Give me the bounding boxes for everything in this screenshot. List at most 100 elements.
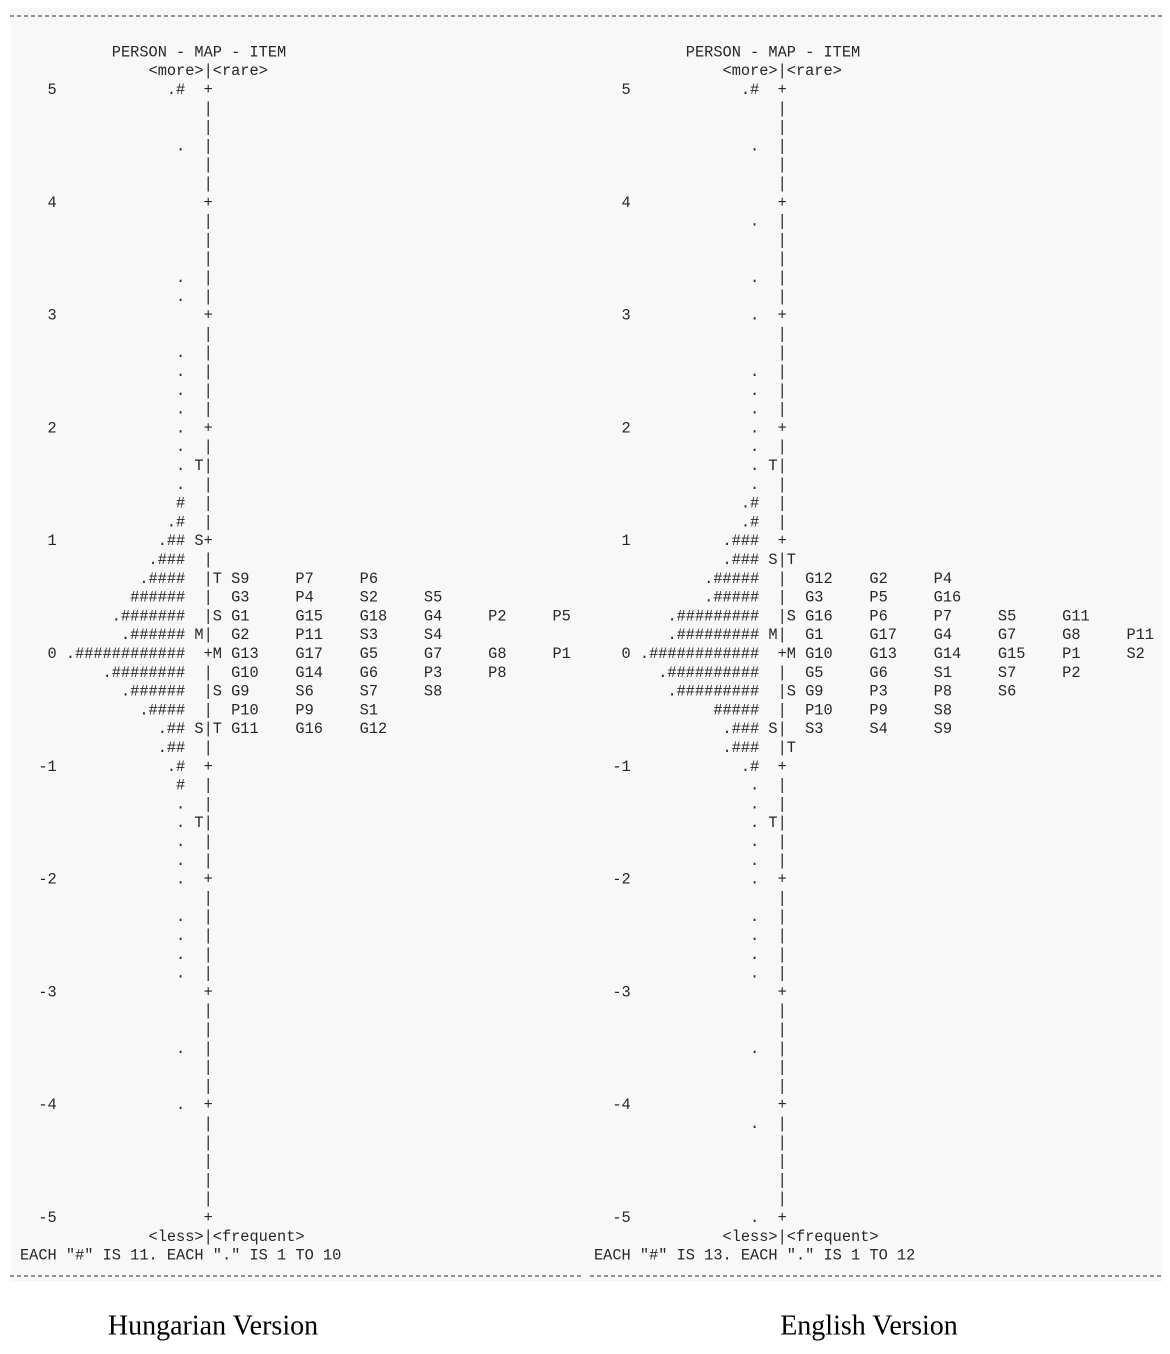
item-label: S8 xyxy=(934,701,952,719)
axis-char: | xyxy=(204,288,213,306)
axis-char: | xyxy=(204,795,213,813)
person-bar: . xyxy=(750,401,759,419)
item-label: G13 xyxy=(231,645,259,663)
scale-label: -1 xyxy=(612,758,630,776)
axis-char: | xyxy=(204,927,213,945)
axis-char: | xyxy=(204,607,213,625)
person-bar: . xyxy=(176,419,185,437)
item-label: P1 xyxy=(552,645,570,663)
item-label: S9 xyxy=(231,570,249,588)
person-bar: . xyxy=(176,833,185,851)
person-bar: .######## xyxy=(103,664,186,682)
scale-label: 0 xyxy=(622,645,631,663)
item-label: G12 xyxy=(360,720,388,738)
axis-char: | xyxy=(778,1077,787,1095)
person-bar: .### xyxy=(723,739,760,757)
item-label: G10 xyxy=(805,645,833,663)
axis-char: | xyxy=(204,457,213,475)
person-bar: .# xyxy=(167,758,185,776)
person-bar: .####### xyxy=(112,607,185,625)
person-bar: # xyxy=(176,777,185,795)
axis-char: | xyxy=(204,965,213,983)
person-marker: S xyxy=(768,551,777,569)
axis-char: | xyxy=(778,551,787,569)
person-bar: . xyxy=(176,1096,185,1114)
item-label: S8 xyxy=(424,683,442,701)
axis-char: | xyxy=(778,438,787,456)
item-label: G5 xyxy=(360,645,378,663)
axis-char: | xyxy=(204,1077,213,1095)
axis-char: + xyxy=(204,1209,213,1227)
item-label: G9 xyxy=(231,683,249,701)
person-bar: . xyxy=(176,795,185,813)
axis-char: | xyxy=(204,551,213,569)
scale-label: -3 xyxy=(38,983,56,1001)
item-label: G8 xyxy=(1062,626,1080,644)
axis-char: + xyxy=(204,81,213,99)
item-label: P4 xyxy=(934,570,952,588)
scale-label: 4 xyxy=(48,194,57,212)
axis-char: | xyxy=(778,833,787,851)
axis-char: + xyxy=(204,532,213,550)
item-label: G17 xyxy=(295,645,323,663)
axis-char: | xyxy=(778,382,787,400)
person-bar: .## xyxy=(158,720,186,738)
person-bar: . xyxy=(750,871,759,889)
map-note: EACH "#" IS 13. EACH "." IS 1 TO 12 xyxy=(594,1247,915,1265)
person-bar: . xyxy=(750,927,759,945)
person-bar: . xyxy=(750,438,759,456)
scale-label: 3 xyxy=(48,307,57,325)
axis-char: | xyxy=(778,1190,787,1208)
scale-label: -2 xyxy=(612,871,630,889)
axis-char: | xyxy=(778,1059,787,1077)
item-marker: S xyxy=(787,607,796,625)
scale-label: -5 xyxy=(38,1209,56,1227)
person-bar: . xyxy=(176,137,185,155)
axis-char: | xyxy=(778,476,787,494)
item-label: S6 xyxy=(295,683,313,701)
item-label: G3 xyxy=(231,589,249,607)
map-subheader: <more>|<rare> xyxy=(723,62,842,80)
axis-char: | xyxy=(204,570,213,588)
item-label: P3 xyxy=(424,664,442,682)
axis-char: | xyxy=(778,570,787,588)
person-bar: . xyxy=(176,871,185,889)
axis-char: | xyxy=(204,231,213,249)
axis-char: | xyxy=(204,683,213,701)
axis-char: | xyxy=(778,777,787,795)
person-marker: S xyxy=(194,532,203,550)
axis-char: | xyxy=(778,946,787,964)
item-label: P2 xyxy=(1062,664,1080,682)
axis-char: + xyxy=(778,81,787,99)
scale-label: -3 xyxy=(612,983,630,1001)
item-label: G2 xyxy=(231,626,249,644)
axis-char: | xyxy=(204,777,213,795)
axis-char: + xyxy=(204,871,213,889)
axis-char: | xyxy=(778,1021,787,1039)
person-bar: .# xyxy=(741,495,759,513)
map-note: EACH "#" IS 11. EACH "." IS 1 TO 10 xyxy=(20,1247,341,1265)
person-bar: . xyxy=(750,795,759,813)
axis-char: | xyxy=(204,1171,213,1189)
axis-char: | xyxy=(204,250,213,268)
item-label: P9 xyxy=(869,701,887,719)
axis-char: | xyxy=(204,495,213,513)
item-label: P8 xyxy=(934,683,952,701)
axis-char: | xyxy=(778,852,787,870)
person-bar: . xyxy=(176,852,185,870)
item-label: S4 xyxy=(869,720,887,738)
person-bar: . xyxy=(750,213,759,231)
item-label: G10 xyxy=(231,664,259,682)
axis-char: | xyxy=(778,589,787,607)
axis-char: | xyxy=(778,325,787,343)
axis-char: | xyxy=(778,908,787,926)
item-label: G16 xyxy=(934,589,962,607)
panel-caption: English Version xyxy=(780,1310,958,1341)
axis-char: | xyxy=(778,513,787,531)
item-label: G11 xyxy=(1062,607,1090,625)
person-bar: . xyxy=(750,269,759,287)
item-label: P3 xyxy=(869,683,887,701)
axis-char: | xyxy=(204,513,213,531)
person-bar: .############ xyxy=(66,645,185,663)
item-label: P2 xyxy=(488,607,506,625)
